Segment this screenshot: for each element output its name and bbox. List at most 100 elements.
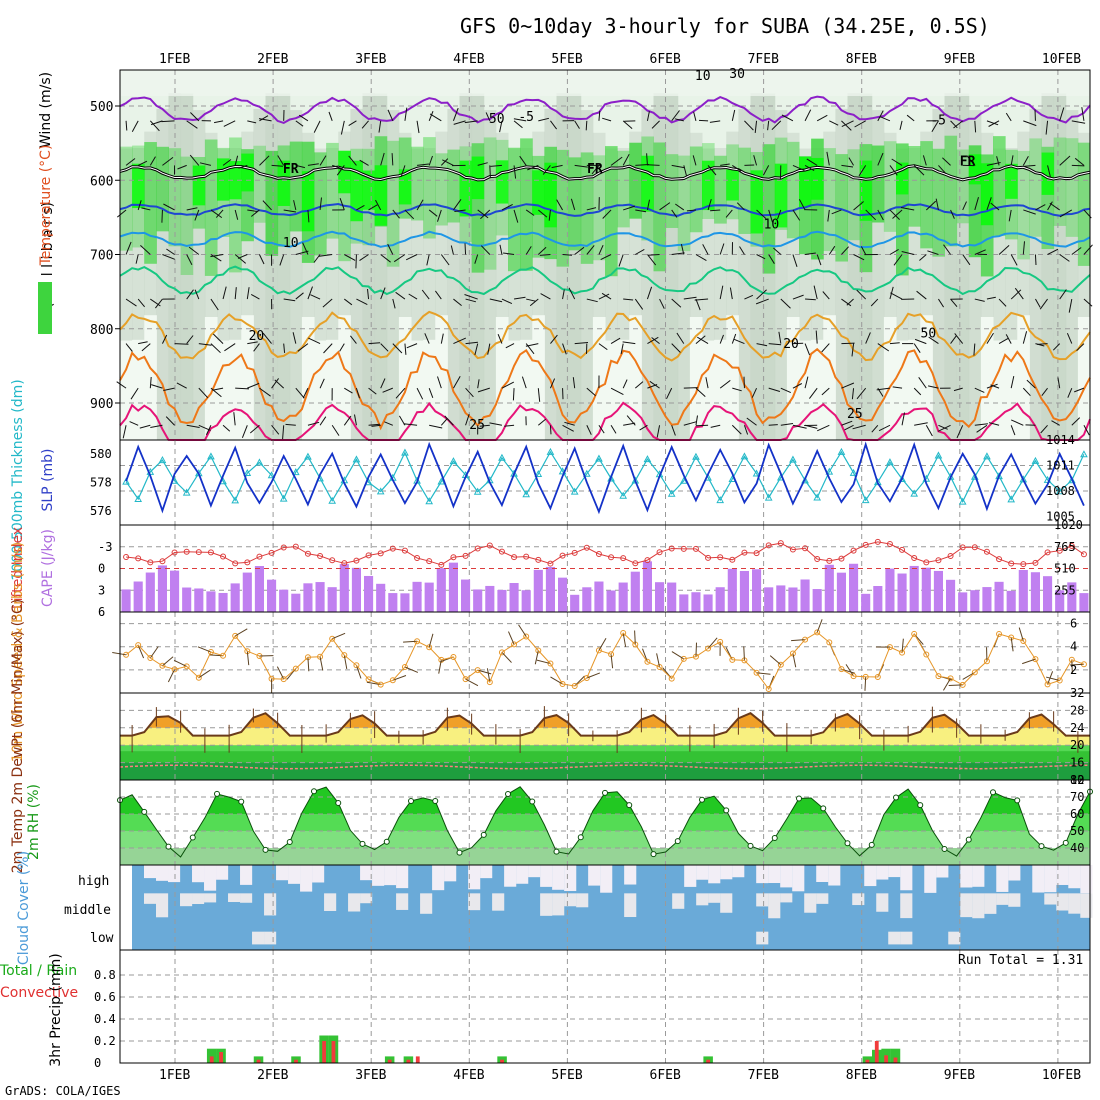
thickness-marker xyxy=(692,452,700,460)
wind-barb xyxy=(877,343,890,352)
wind-barb xyxy=(355,388,360,399)
wind-barb xyxy=(610,425,617,434)
cape-bar xyxy=(655,582,665,612)
wind-barb xyxy=(974,197,979,211)
wind-barb xyxy=(186,207,198,211)
rh-legend-swatch xyxy=(38,282,52,334)
wind-barb xyxy=(841,120,852,131)
wind-barb xyxy=(161,120,175,123)
precip-conv-bar xyxy=(406,1059,411,1063)
wind-barb xyxy=(792,254,798,267)
rh-band-moist xyxy=(617,150,630,228)
wind-barb xyxy=(259,387,271,397)
wind-barb xyxy=(487,343,491,355)
wind-barb xyxy=(974,387,985,393)
wind10m-panel: 2 4 6 xyxy=(112,612,1090,693)
wind-barb xyxy=(477,162,488,166)
wind-barb xyxy=(986,120,999,126)
cape-bar xyxy=(133,581,143,612)
rh-band-mid xyxy=(750,93,764,440)
wind-barb xyxy=(295,164,306,169)
wind-barb xyxy=(889,209,900,220)
rh-band-moist xyxy=(908,146,921,227)
cape-bar xyxy=(400,593,410,612)
wind-barb-10m xyxy=(534,650,539,665)
rh-marker xyxy=(311,788,317,795)
wind-barb xyxy=(163,203,175,211)
thickness-marker xyxy=(449,457,458,465)
thickness-line xyxy=(125,450,1085,503)
wind-barb-10m xyxy=(112,652,127,656)
wind-barb xyxy=(856,387,867,400)
wind-barb xyxy=(1040,424,1048,434)
cloud-high-gap xyxy=(552,865,565,890)
wind-barb-10m xyxy=(428,633,434,648)
wind-barb xyxy=(295,387,305,399)
wind-barb xyxy=(586,245,595,255)
wind-barb-10m xyxy=(634,630,636,645)
rh-band-dry xyxy=(896,340,909,440)
label-cape: CAPE (J/kg) xyxy=(40,529,56,607)
wind-barb xyxy=(927,385,939,389)
wind-barb xyxy=(622,341,636,345)
pressure-tick-600: 600 xyxy=(90,174,113,189)
cape-tick-765: 765 xyxy=(1054,540,1076,554)
rh-marker xyxy=(1038,843,1045,850)
wind-barb xyxy=(212,333,224,344)
label-temp2m: 2m Temp 2m DewPt (6hr Min/Max) (°C) xyxy=(10,599,26,874)
wind-barb xyxy=(501,203,513,211)
thickness-marker xyxy=(534,469,543,478)
wind-barb xyxy=(974,120,977,133)
rh-tick-40: 40 xyxy=(1070,841,1084,855)
wind-barb-10m xyxy=(149,646,159,659)
cape-tick-510: 510 xyxy=(1054,562,1076,576)
wind-barb xyxy=(962,201,967,211)
wind-barb xyxy=(623,298,634,301)
rh-band-dry xyxy=(532,315,545,440)
rh-marker xyxy=(214,790,220,797)
wind-barb-10m xyxy=(392,675,407,681)
li-tick--3: -3 xyxy=(98,540,112,554)
li-line xyxy=(126,541,1085,566)
bottom-date-2FEB: 2FEB xyxy=(257,1068,288,1083)
rh-band-moist xyxy=(932,148,945,257)
rh-band-moist xyxy=(144,142,157,264)
wind-barb xyxy=(649,380,660,389)
wind-barb xyxy=(210,298,219,311)
wind-barb xyxy=(150,298,161,307)
wind-barb xyxy=(719,334,724,344)
wind-barb xyxy=(404,343,407,355)
wind-barb xyxy=(474,254,479,264)
cloud-high-gap xyxy=(1068,865,1081,889)
temp-contour-25 xyxy=(119,347,1091,431)
wind-marker xyxy=(171,666,178,673)
wind-barb xyxy=(815,330,818,344)
wind-barb xyxy=(922,155,927,166)
rh-band-moist xyxy=(508,147,521,272)
wind-barb xyxy=(271,378,280,389)
wind-barb xyxy=(988,422,1000,426)
rh-band-moist xyxy=(326,142,339,239)
wind-barb xyxy=(692,155,697,166)
contour-label-14: 50 xyxy=(921,327,937,342)
cloud-middle-gap xyxy=(960,893,973,918)
thickness-marker xyxy=(643,455,652,463)
cloud-low-gap xyxy=(900,931,913,945)
wind-barb xyxy=(313,120,321,133)
wind-barb xyxy=(877,152,884,166)
precip-panel: 0 0.2 0.4 0.6 0.8 Run Total = 1.31 xyxy=(94,950,1090,1070)
rh-marker xyxy=(844,840,851,847)
wind-barb xyxy=(149,120,160,132)
wind-barb xyxy=(927,250,939,255)
wind-marker xyxy=(498,649,505,656)
wind-barb-10m xyxy=(1045,676,1060,681)
cloud-middle-gap xyxy=(576,893,589,908)
cape-bar xyxy=(885,568,895,612)
wind-barb xyxy=(974,249,986,255)
thickness-marker xyxy=(934,451,943,459)
wind-barb xyxy=(562,343,567,355)
wind-barb xyxy=(986,383,998,389)
wind-barb xyxy=(540,293,551,300)
wind-barb xyxy=(234,155,239,166)
temp-contour-m5 xyxy=(119,95,1091,124)
